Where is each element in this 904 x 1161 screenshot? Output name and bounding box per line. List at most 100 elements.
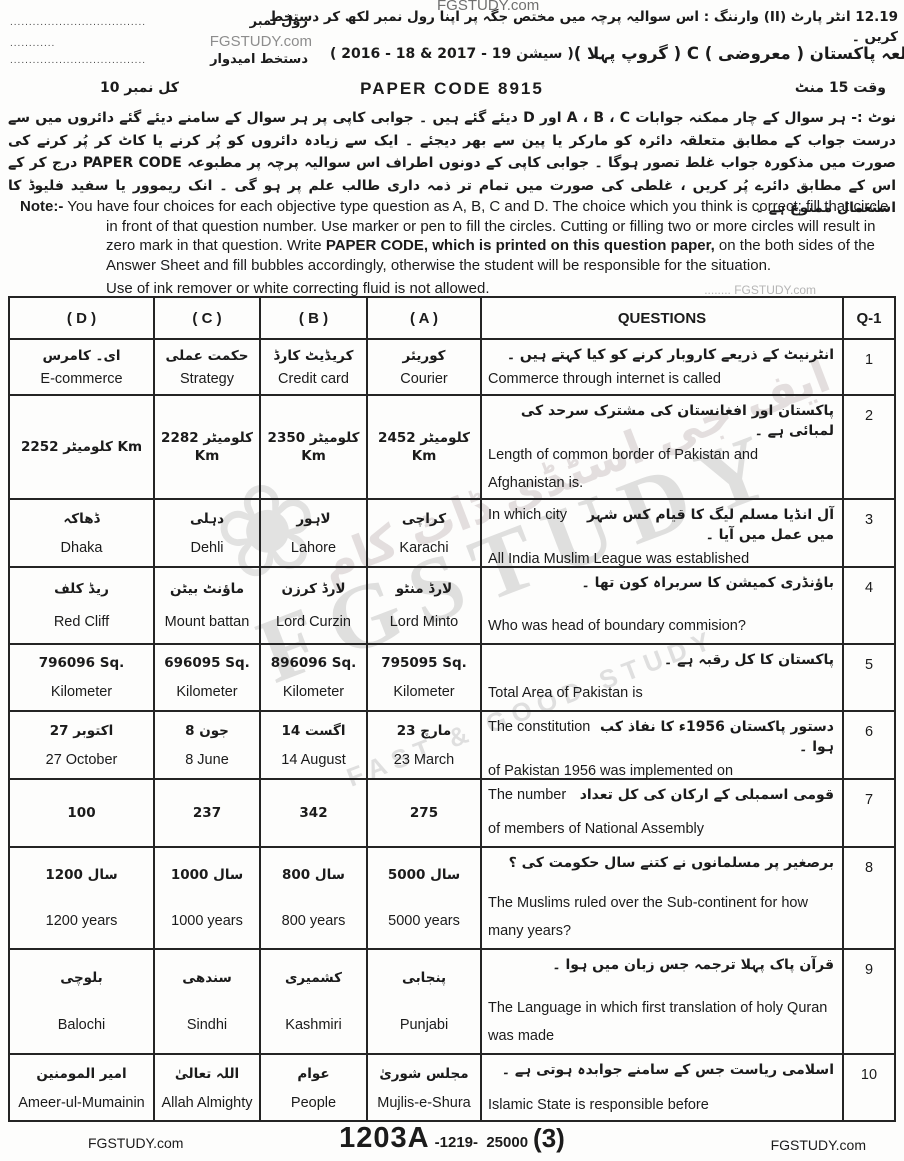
option-b-urdu-text: کریڈیٹ کارڈ (273, 347, 354, 364)
option-b-urdu-text: عوام (297, 1065, 330, 1082)
option-a-cell: 795095 Sq. Kilometer (368, 645, 482, 710)
roll-number-row: .................................... رول… (10, 14, 312, 33)
question-english-text: Commerce through internet is called (488, 371, 721, 387)
question-urdu-text: قومی اسمبلی کے ارکان کی کل تعداد (579, 787, 834, 803)
question-english-text: Total Area of Pakistan is (488, 685, 643, 701)
option-d-cell: 100 (10, 780, 155, 846)
roll-number-dotted-line: .................................... (10, 17, 147, 28)
option-b-urdu-text: سال 800 (282, 867, 345, 883)
question-cell: The number قومی اسمبلی کے ارکان کی کل تعد… (482, 780, 844, 846)
table-row: ای۔ کامرس E-commerce حکمت عملی Strategy کریڈ… (10, 340, 894, 396)
signature-dotted-line: .................................... (10, 55, 147, 66)
option-d-urdu-text: ڈھاکہ (63, 510, 100, 527)
option-b-english-text: Credit card (278, 370, 349, 387)
question-urdu-text: پاکستان اور افغانستان کی مشترک سرحد کی ل… (520, 403, 834, 439)
question-cell: انٹرنیٹ کے ذریعے کاروبار کرنے کو کیا کہت… (482, 340, 844, 394)
option-c-urdu-text: ماؤنٹ بیٹن (169, 580, 245, 597)
option-d-urdu-text: امیر المومنین (36, 1065, 127, 1082)
option-b-urdu-text: کلومیٹر 2350 Km (267, 430, 360, 464)
option-d-urdu-text: سال 1200 (45, 867, 118, 883)
option-a-english-text: Kilometer (393, 683, 455, 700)
option-d-cell: امیر المومنین Ameer-ul-Mumainin (10, 1055, 155, 1122)
question-number-cell: 8 (864, 860, 874, 876)
table-row: ریڈ کلف Red Cliff ماؤنٹ بیٹن Mount battan لا… (10, 568, 894, 645)
option-d-english-text: Red Cliff (53, 614, 110, 631)
option-c-english-text: Strategy (180, 370, 234, 387)
option-a-urdu-text: کلومیٹر 2452 Km (378, 430, 470, 464)
mcq-table: ❀ ایف جی اسٹڈی ڈاٹ کام FGSTUDY FAST & GO… (8, 296, 896, 1122)
option-c-cell: سال 1000 1000 years (155, 848, 261, 948)
header-option-a: ( A ) (368, 298, 482, 338)
question-urdu-text: دستور پاکستان 1956ء کا نفاذ کب ہوا ۔ (600, 719, 834, 755)
question-english-text: Who was head of boundary commision? (488, 618, 746, 634)
candidate-signature-row: .................................... دست… (10, 52, 312, 71)
question-cell: پاکستان کا کل رقبہ ہے ۔ Total Area of Pak… (482, 645, 844, 710)
option-a-cell: کلومیٹر 2452 Km (368, 396, 482, 498)
paper-code: PAPER CODE 8915 (360, 79, 544, 98)
option-c-cell: حکمت عملی Strategy (155, 340, 261, 394)
option-c-cell: 8 جون 8 June (155, 712, 261, 778)
option-c-urdu-text: 237 (192, 805, 222, 821)
option-b-english-text: People (290, 1095, 337, 1112)
option-a-urdu-text: مجلس شوریٰ (379, 1065, 469, 1082)
note-last-line: Use of ink remover or white correcting f… (106, 280, 490, 297)
note-text-2: on the both sides of the Answer Sheet an… (106, 237, 875, 274)
roll-number-block: .................................... رول… (10, 14, 312, 71)
header-questions: QUESTIONS (482, 298, 844, 338)
option-c-english-text: Dehli (190, 539, 224, 556)
option-b-cell: لارڈ کرزن Lord Curzin (261, 568, 368, 643)
option-c-english-text: 8 June (185, 751, 229, 768)
question-english-text: The Language in which first translation … (488, 1000, 828, 1044)
question-urdu-text: باؤنڈری کمیشن کا سربراہ کون تھا ۔ (581, 575, 834, 591)
question-cell: باؤنڈری کمیشن کا سربراہ کون تھا ۔ Who was… (482, 568, 844, 643)
fgstudy-watermark-note: ........ FGSTUDY.com (704, 283, 817, 297)
option-b-english-text: Kashmiri (285, 1017, 342, 1034)
option-b-urdu-text: کشمیری (285, 969, 342, 986)
option-c-urdu-text: 8 جون (185, 722, 229, 739)
option-c-urdu-text: حکمت عملی (165, 347, 249, 364)
option-a-urdu-text: 23 مارچ (396, 722, 452, 739)
question-number-cell: 5 (864, 657, 874, 673)
question-cell: In which city آل انڈیا مسلم لیگ کا قیام ک… (482, 500, 844, 566)
table-row: سال 1200 1200 years سال 1000 1000 years سال … (10, 848, 894, 950)
header-option-d: ( D ) (10, 298, 155, 338)
option-a-english-text: Courier (400, 370, 448, 387)
print-run-code: -1219- 25000 (434, 1134, 529, 1151)
option-b-cell: کلومیٹر 2350 Km (261, 396, 368, 498)
option-c-urdu-text: سندھی (182, 969, 232, 986)
question-number-cell: 3 (864, 512, 874, 528)
question-cell: اسلامی ریاست جس کے سامنے جوابدہ ہوتی ہے … (482, 1055, 844, 1122)
time-allowed: وقت 15 منٹ (794, 80, 886, 96)
option-c-english-text: Mount battan (164, 614, 250, 631)
option-b-english-text: 14 August (281, 751, 346, 768)
option-d-english-text: 27 October (45, 751, 118, 768)
candidate-signature-label: دستخط امیدوار (210, 52, 308, 67)
option-d-cell: ای۔ کامرس E-commerce (10, 340, 155, 394)
session-text: ( 2016 - 18 & 2017 - 19 سیشن ) (330, 45, 574, 62)
option-c-english-text: Kilometer (176, 683, 238, 700)
table-row: 100 237 342 275 The number قومی اسمبلی کے ارک… (10, 780, 894, 848)
option-a-urdu-text: 795095 Sq. (381, 655, 467, 672)
question-number-cell: 10 (860, 1067, 878, 1083)
option-b-urdu-text: 896096 Sq. (270, 655, 357, 672)
question-english-text: Islamic State is responsible before (488, 1097, 709, 1113)
option-a-urdu-text: کوریئر (402, 347, 446, 364)
question-number-cell: 1 (864, 352, 874, 368)
option-d-cell: 27 اکتوبر 27 October (10, 712, 155, 778)
option-d-english-text: Balochi (57, 1017, 106, 1034)
option-a-cell: کراچی Karachi (368, 500, 482, 566)
dotted-line: ............ (10, 38, 56, 49)
question-cell: پاکستان اور افغانستان کی مشترک سرحد کی ل… (482, 396, 844, 498)
option-c-cell: 237 (155, 780, 261, 846)
question-english-text: All India Muslim League was established (488, 551, 750, 566)
option-d-urdu-text: 27 اکتوبر (49, 722, 114, 739)
option-b-english-text: Lord Curzin (276, 614, 351, 631)
question-english-inline: The number (488, 787, 567, 803)
table-row: امیر المومنین Ameer-ul-Mumainin اللہ تعالی… (10, 1055, 894, 1122)
option-b-cell: 896096 Sq. Kilometer (261, 645, 368, 710)
option-a-urdu-text: پنجابی (401, 969, 447, 986)
question-english-text: The Muslims ruled over the Sub-continent… (488, 895, 808, 939)
option-b-cell: 342 (261, 780, 368, 846)
question-number-cell: 9 (864, 962, 874, 978)
